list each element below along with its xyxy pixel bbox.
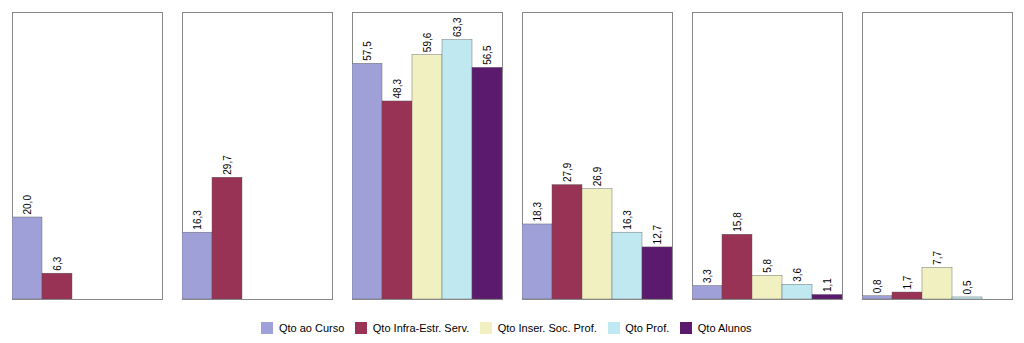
svg-text:18,3: 18,3	[532, 202, 543, 222]
svg-text:6,3: 6,3	[52, 256, 63, 270]
html-text:Qto Alunos: Qto Alunos	[697, 321, 752, 334]
html-text:Qto Prof.: Qto Prof.	[625, 321, 670, 334]
svg-text:0,8: 0,8	[872, 279, 883, 293]
svg-text:63,3: 63,3	[452, 17, 463, 37]
svg-text:3,6: 3,6	[792, 267, 803, 281]
html-text:Qto Infra-Estr. Serv.: Qto Infra-Estr. Serv.	[372, 321, 470, 334]
svg-text:1,7: 1,7	[902, 275, 913, 289]
svg-text:59,6: 59,6	[422, 32, 433, 52]
svg-text:29,7: 29,7	[222, 155, 233, 175]
svg-text:12,7: 12,7	[652, 225, 663, 245]
svg-text:56,5: 56,5	[482, 45, 493, 65]
html-text:Qto Inser. Soc. Prof.: Qto Inser. Soc. Prof.	[497, 321, 597, 334]
svg-text:48,3: 48,3	[392, 79, 403, 99]
svg-text:16,3: 16,3	[622, 210, 633, 230]
svg-text:0,5: 0,5	[962, 280, 973, 294]
svg-text:1,1: 1,1	[822, 278, 833, 292]
svg-text:15,8: 15,8	[732, 212, 743, 232]
html-text:Qto ao Curso: Qto ao Curso	[278, 321, 345, 334]
svg-text:5,8: 5,8	[762, 258, 773, 272]
svg-text:20,0: 20,0	[22, 195, 33, 215]
svg-text:26,9: 26,9	[592, 166, 603, 186]
svg-text:3,3: 3,3	[702, 269, 713, 283]
svg-text:27,9: 27,9	[562, 162, 573, 182]
svg-text:16,3: 16,3	[192, 210, 203, 230]
svg-text:57,5: 57,5	[362, 41, 373, 61]
svg-text:7,7: 7,7	[932, 251, 943, 265]
